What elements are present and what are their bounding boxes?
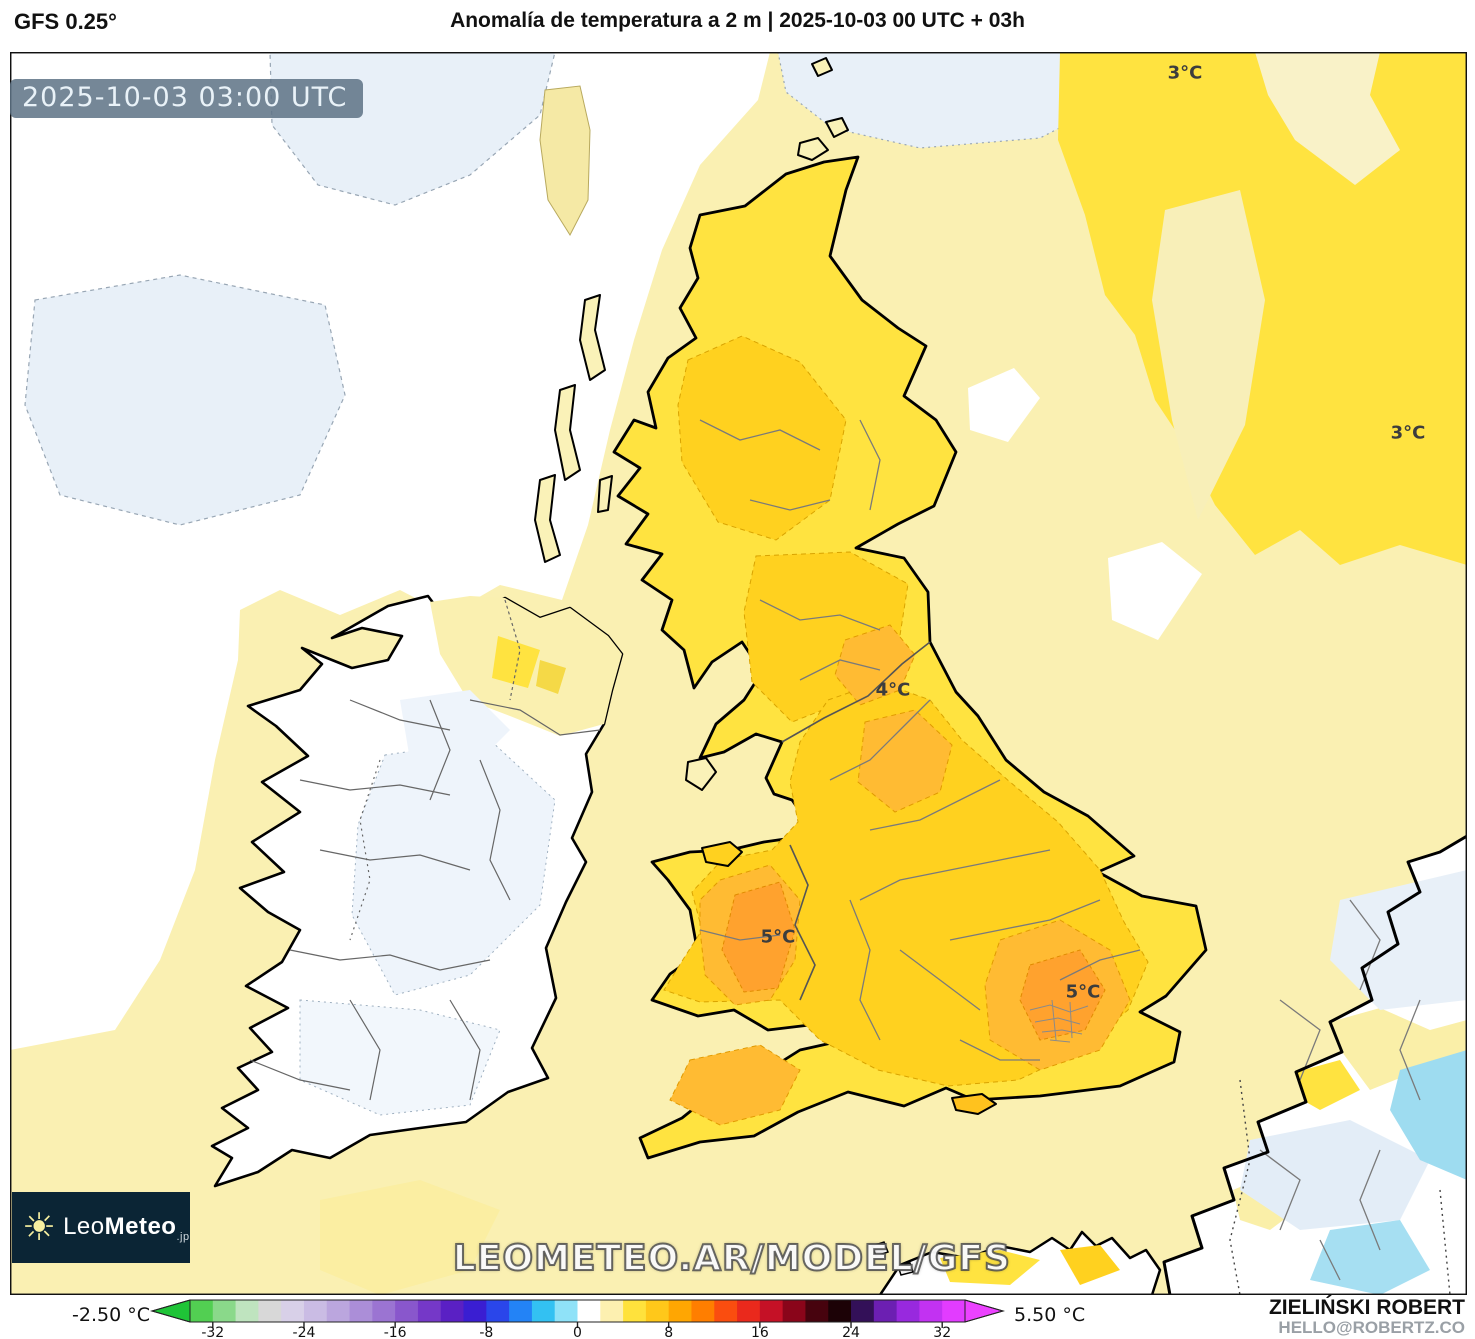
continent-patch-cyan [1390,1050,1467,1180]
sun-icon: ☀ [22,1206,57,1249]
ni-warm-patch [536,660,566,694]
sea-region-cool [24,274,346,526]
timestamp-badge: 2025-10-03 03:00 UTC [10,79,364,118]
svg-text:-16: -16 [384,1325,407,1339]
london-boundaries [1029,999,1089,1043]
dotted-boundaries-continent [1229,1079,1451,1295]
credits: ZIELIŃSKI ROBERT HELLO@ROBERTZ.CO [1268,1296,1465,1338]
brittany-patch [1060,1245,1120,1285]
island [897,1262,914,1276]
admin-boundaries-britain [699,419,1141,1061]
continent-patch-cyan [1310,1220,1430,1295]
ni-warm-patch [492,636,540,688]
svg-text:0: 0 [573,1325,582,1339]
sea-patch-white [968,368,1040,442]
sea-patch [320,1180,500,1295]
svg-text:32: 32 [933,1325,951,1339]
brittany-patch [940,1250,1040,1285]
colorbar-max-label: 5.50 °C [1014,1304,1086,1326]
ireland-cool-patch [400,690,510,770]
island [871,1241,889,1257]
ireland-cool-patch [351,739,556,996]
colorbar-min-label: -2.50 °C [72,1304,150,1326]
page-title: Anomalía de temperatura a 2 m | 2025-10-… [450,9,1025,32]
sea-patch-cream [1255,52,1400,185]
author-name: ZIELIŃSKI ROBERT [1268,1296,1465,1319]
continent-coastline [1162,834,1467,1295]
watermark: LEOMETEO.AR/MODEL/GFS [452,1237,1011,1280]
author-contact: HELLO@ROBERTZ.CO [1278,1318,1465,1338]
islands [534,57,997,1115]
admin-boundaries-ireland [249,599,601,1101]
svg-text:16: 16 [751,1325,769,1339]
colorbar: -32 -24 -16 -8 0 8 16 24 32 [150,1299,1005,1339]
sea-patch-white [1108,542,1202,640]
ireland-cool-patch [299,999,501,1116]
map-border [10,52,1467,1295]
leometeo-logo: ☀ LeoMeteo.jp [12,1192,190,1263]
svg-text:-24: -24 [293,1325,316,1339]
svg-text:-32: -32 [201,1325,224,1339]
svg-text:-8: -8 [479,1325,493,1339]
sea-region-cool [777,52,1133,149]
weather-map [10,52,1467,1295]
svg-text:24: 24 [842,1325,860,1339]
continent-patch-cool [1240,1120,1430,1230]
continent-patch [1296,1060,1360,1110]
model-name: GFS 0.25° [14,9,117,34]
anomaly-zone-orange [721,881,1106,1041]
sea-patch-cream [1152,190,1265,520]
logo-text: LeoMeteo.jp [63,1212,190,1243]
svg-text:8: 8 [664,1325,673,1339]
admin-boundaries-continent [1259,899,1421,1281]
sea-patch [539,85,591,237]
